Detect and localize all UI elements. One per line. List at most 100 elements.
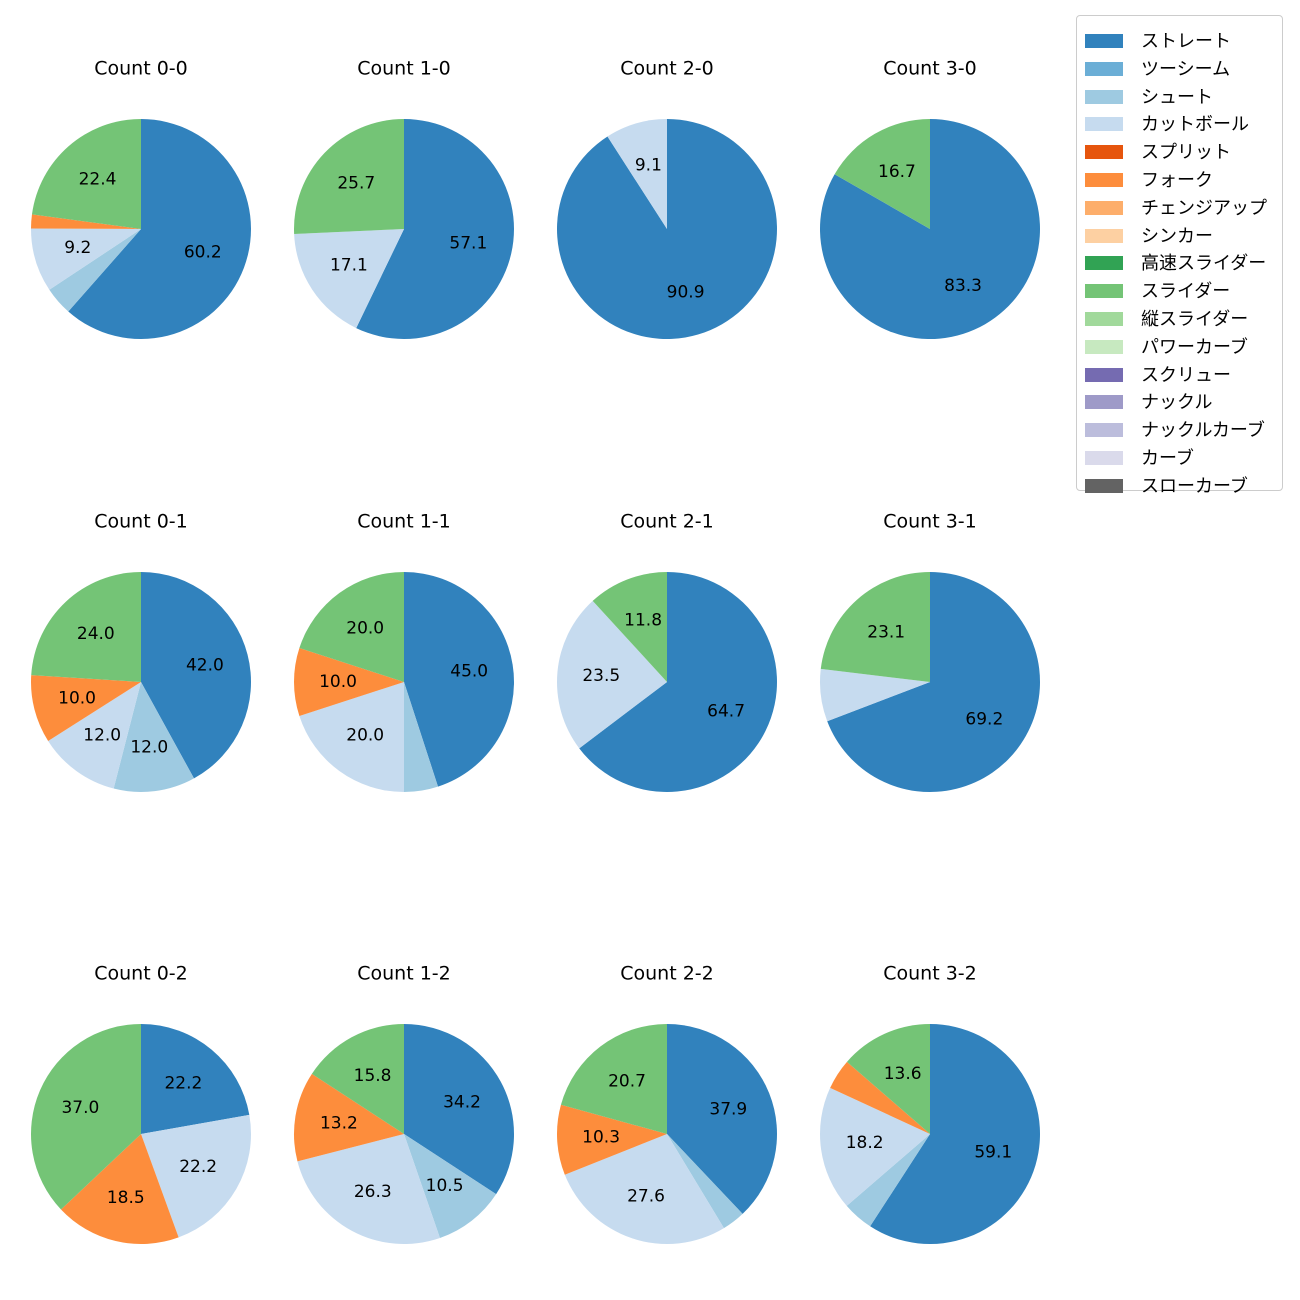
- legend-label: ナックルカーブ: [1141, 420, 1265, 442]
- pie-title: Count 2-0: [620, 58, 714, 80]
- pie-7: Count 2-1 64.7 23.5 11.8: [557, 511, 777, 793]
- slice-value-label: 45.0: [450, 662, 488, 682]
- pie-slice-series-9: [31, 1023, 142, 1210]
- slice-value-label: 37.9: [709, 1100, 747, 1120]
- pie-slice-series-9: [31, 119, 141, 229]
- legend-swatch: [1085, 200, 1123, 215]
- pie-title: Count 0-1: [94, 511, 188, 533]
- pie-slice-series-0: [404, 1024, 514, 1195]
- legend-swatch: [1085, 339, 1123, 354]
- pie-title: Count 3-1: [883, 511, 977, 533]
- pie-slice-series-9: [820, 572, 930, 682]
- legend-label: スプリット: [1141, 142, 1231, 164]
- legend-label: シンカー: [1141, 225, 1213, 247]
- pie-slice-series-5: [60, 1134, 179, 1244]
- pie-title: Count 3-0: [883, 58, 977, 80]
- legend-item: シンカー: [1077, 225, 1282, 247]
- pie-10: Count 1-2 34.2 10.5 26.3 13.2 15.8: [294, 963, 514, 1244]
- pie-2: Count 1-0 57.1 17.1 25.7: [294, 58, 514, 339]
- slice-value-label: 37.0: [61, 1098, 99, 1118]
- pie-slice-series-9: [834, 119, 930, 229]
- legend-item: ナックル: [1077, 392, 1282, 414]
- slice-value-label: 10.3: [582, 1128, 620, 1148]
- legend-swatch: [1085, 367, 1123, 382]
- slice-value-label: 18.5: [107, 1188, 145, 1208]
- pie-slice-series-3: [294, 229, 404, 329]
- pie-9: Count 0-2 22.2 22.2 18.5 37.0: [31, 963, 251, 1244]
- pie-slice-series-9: [311, 1024, 404, 1134]
- pie-title: Count 3-2: [883, 963, 977, 985]
- slice-value-label: 23.5: [582, 666, 620, 686]
- pie-title: Count 2-2: [620, 963, 714, 985]
- pie-slice-series-2: [404, 1134, 497, 1238]
- slice-value-label: 90.9: [667, 282, 705, 302]
- pie-title: Count 1-0: [357, 58, 451, 80]
- slice-value-label: 24.0: [77, 624, 115, 644]
- slice-value-label: 9.1: [635, 156, 662, 176]
- pie-title: Count 2-1: [620, 511, 714, 533]
- pie-slice-series-3: [48, 682, 141, 789]
- pie-title: Count 0-2: [94, 963, 188, 985]
- legend-item: チェンジアップ: [1077, 198, 1282, 219]
- legend-item: シュート: [1077, 87, 1282, 108]
- pie-slice-series-0: [667, 1024, 777, 1214]
- legend-item: 高速スライダー: [1077, 253, 1282, 275]
- legend-swatch: [1085, 145, 1123, 160]
- slice-value-label: 59.1: [974, 1143, 1012, 1163]
- slice-value-label: 42.0: [186, 656, 224, 676]
- legend-item: スプリット: [1077, 142, 1282, 164]
- pie-slice-series-9: [592, 572, 667, 682]
- pie-slice-series-0: [870, 1024, 1041, 1244]
- pie-slice-series-5: [557, 1104, 667, 1175]
- legend-swatch: [1085, 61, 1123, 76]
- pie-slice-series-5: [830, 1061, 930, 1134]
- legend-item: ツーシーム: [1077, 59, 1282, 80]
- legend-label: ナックル: [1141, 392, 1213, 414]
- slice-value-label: 27.6: [627, 1187, 665, 1207]
- pie-title: Count 1-2: [357, 963, 451, 985]
- pie-slice-series-2: [49, 229, 142, 312]
- slice-value-label: 60.2: [184, 242, 222, 262]
- slice-value-label: 10.5: [426, 1176, 464, 1196]
- slice-value-label: 15.8: [354, 1066, 392, 1086]
- slice-value-label: 64.7: [707, 701, 745, 721]
- legend-item: ナックルカーブ: [1077, 420, 1282, 442]
- pie-slice-series-2: [846, 1134, 930, 1227]
- legend-swatch: [1085, 423, 1123, 438]
- slice-value-label: 16.7: [878, 162, 916, 182]
- pie-slice-series-3: [31, 228, 141, 290]
- pie-slice-series-2: [404, 682, 438, 792]
- slice-value-label: 10.0: [58, 688, 96, 708]
- pie-slice-series-9: [299, 572, 404, 682]
- slice-value-label: 12.0: [83, 725, 121, 745]
- pie-slice-series-0: [141, 1024, 250, 1134]
- pie-3: Count 2-0 90.9 9.1: [557, 58, 777, 339]
- slice-value-label: 22.2: [179, 1157, 217, 1177]
- legend-item: スライダー: [1077, 281, 1282, 303]
- legend-swatch: [1085, 89, 1123, 104]
- slice-value-label: 69.2: [965, 709, 1003, 729]
- pie-slice-series-3: [297, 1134, 440, 1244]
- pie-slice-series-2: [667, 1134, 743, 1229]
- legend-item: カーブ: [1077, 448, 1282, 469]
- pie-title: Count 1-1: [357, 511, 451, 533]
- pie-12: Count 3-2 59.1 18.2 13.6: [820, 963, 1041, 1244]
- legend-swatch: [1085, 395, 1123, 410]
- legend-swatch: [1085, 117, 1123, 132]
- slice-value-label: 13.2: [320, 1113, 358, 1133]
- legend-swatch: [1085, 284, 1123, 299]
- pie-slice-series-3: [557, 600, 667, 749]
- legend-label: 高速スライダー: [1141, 253, 1267, 275]
- legend-swatch: [1085, 228, 1123, 243]
- pie-slice-series-3: [564, 1134, 724, 1244]
- legend-label: スライダー: [1141, 281, 1231, 303]
- slice-value-label: 26.3: [354, 1182, 392, 1202]
- legend-item: スローカーブ: [1077, 476, 1282, 497]
- legend-item: スクリュー: [1077, 365, 1282, 386]
- pie-slice-series-9: [294, 118, 404, 235]
- legend-item: カットボール: [1077, 114, 1282, 135]
- pie-title: Count 0-0: [94, 58, 188, 80]
- pie-8: Count 3-1 69.2 23.1: [819, 511, 1040, 792]
- pie-slice-series-0: [68, 119, 251, 339]
